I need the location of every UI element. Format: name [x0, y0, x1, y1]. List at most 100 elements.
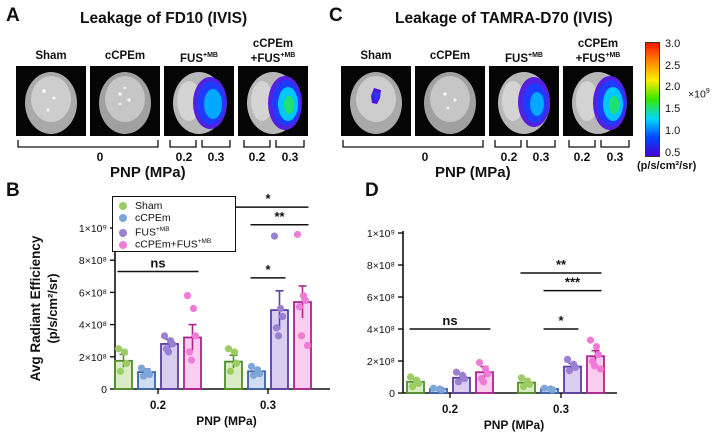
ivis-image-fd10-sham — [16, 66, 86, 136]
ivis-image-d70-sham — [341, 66, 411, 136]
data-point — [145, 370, 154, 379]
data-point — [274, 332, 283, 340]
x-tick-label: 0.2 — [150, 400, 166, 412]
panel-a-group-ccpem-fus: cCPEm +FUS+MB — [250, 38, 296, 65]
y-axis-label: Avg Radiant Efficiency — [28, 235, 43, 381]
panel-letter-a: A — [6, 5, 20, 26]
data-point — [548, 386, 557, 394]
data-point — [187, 356, 196, 364]
x-tick-label: 0.3 — [553, 404, 569, 416]
significance-label: * — [558, 313, 564, 328]
data-point — [278, 312, 287, 321]
y-tick-label: 4×10⁸ — [367, 324, 395, 336]
colorbar-tick: 2.5 — [665, 60, 681, 72]
data-point — [475, 359, 484, 367]
colorbar-tick: 3.0 — [665, 38, 681, 50]
data-point — [114, 345, 123, 353]
y-tick-label: 4×10⁸ — [79, 320, 107, 332]
panel-c-group-ccpem-fus: cCPEm +FUS+MB — [575, 38, 621, 65]
panel-a-group-ccpem: cCPEm — [104, 50, 146, 62]
data-point — [596, 365, 605, 373]
panel-a-pnp-label: 0.2 — [248, 150, 266, 164]
data-point — [249, 371, 258, 379]
panel-a-title: Leakage of FD10 (IVIS) — [80, 10, 248, 27]
panel-a-pnp-label: 0.2 — [175, 150, 193, 164]
data-point — [189, 304, 198, 313]
data-point — [230, 348, 239, 356]
panel-c-pnp-label: 0.3 — [532, 150, 550, 164]
panel-c-pnp-label: 0.2 — [500, 150, 518, 164]
legend-item-ccpem: cCPEm — [119, 212, 171, 224]
panel-letter-c: C — [329, 5, 343, 26]
legend-swatch — [119, 202, 127, 211]
significance-label: ns — [150, 255, 165, 270]
data-point — [116, 367, 125, 375]
data-point — [232, 359, 241, 367]
data-point — [293, 230, 302, 239]
ivis-image-fd10-ccpem — [90, 66, 160, 136]
y-tick-label: 1×10⁹ — [367, 228, 395, 240]
ivis-image-fd10-ccpem-fus — [238, 66, 308, 136]
data-point — [160, 332, 169, 340]
data-point — [437, 386, 446, 394]
significance-label: ** — [556, 257, 567, 272]
data-point — [168, 340, 177, 348]
data-point — [270, 232, 279, 240]
data-point — [224, 345, 233, 353]
panel-c-pnp-label: 0.3 — [606, 150, 624, 164]
y-tick-label: 0 — [389, 388, 395, 400]
colorbar-unit: (p/s/cm²/sr) — [637, 160, 697, 172]
data-point — [414, 379, 423, 387]
significance-label: *** — [565, 275, 581, 290]
data-point — [120, 348, 129, 356]
y-tick-label: 0 — [101, 384, 107, 396]
panel-c-pnp-label: 0 — [421, 150, 429, 164]
data-point — [185, 348, 194, 356]
significance-label: * — [265, 191, 271, 206]
y-tick-label: 6×10⁸ — [367, 292, 395, 304]
data-point — [408, 383, 417, 391]
data-point — [565, 367, 574, 375]
data-point — [226, 367, 235, 375]
panel-a-pnp-brackets — [17, 140, 305, 148]
data-point — [594, 351, 603, 359]
data-point — [483, 370, 492, 378]
data-point — [563, 355, 572, 363]
data-point — [592, 343, 601, 351]
legend-item-sham: Sham — [119, 200, 162, 212]
legend-item-fus: FUS+MB — [119, 224, 170, 239]
data-point — [303, 341, 312, 350]
panel-a-pnp-label: 0.3 — [207, 150, 225, 164]
legend: Sham cCPEm FUS+MB cCPEm+FUS+MB — [112, 196, 236, 252]
y-tick-label: 6×10⁸ — [79, 287, 107, 299]
data-point — [137, 364, 146, 372]
data-point — [571, 363, 580, 371]
panel-c-group-fus: FUS+MB — [505, 52, 543, 65]
panel-c-pnp-brackets — [342, 140, 630, 148]
panel-c-title: Leakage of TAMRA-D70 (IVIS) — [395, 10, 613, 27]
y-tick-label: 2×10⁸ — [367, 356, 395, 368]
significance-label: * — [265, 262, 271, 277]
x-tick-label: 0.2 — [442, 404, 458, 416]
data-point — [590, 362, 599, 370]
panel-c-pnp-label: 0.2 — [573, 150, 591, 164]
y-tick-label: 8×10⁸ — [367, 260, 395, 272]
data-point — [429, 384, 438, 392]
ivis-image-d70-ccpem — [415, 66, 485, 136]
x-tick-label: 0.3 — [260, 400, 276, 412]
colorbar-tick: 1.0 — [665, 125, 681, 137]
legend-swatch — [119, 228, 127, 237]
data-point — [247, 362, 256, 371]
data-point — [255, 370, 264, 378]
data-point — [452, 368, 461, 376]
panel-letter-b: B — [6, 180, 20, 201]
significance-label: ** — [274, 209, 285, 224]
chart-b: 0 2×10⁸ 4×10⁸ 6×10⁸ 8×10⁸ 1×10⁹ 0.2 0.3 PNP (MPa… — [28, 191, 330, 428]
panel-c-group-ccpem: cCPEm — [429, 50, 471, 62]
y-tick-label: 2×10⁸ — [79, 352, 107, 364]
panel-a-pnp-label: 0 — [96, 150, 104, 164]
data-point — [454, 378, 463, 386]
data-point — [139, 372, 148, 380]
data-point — [191, 332, 200, 340]
panel-a-group-sham: Sham — [35, 50, 67, 62]
